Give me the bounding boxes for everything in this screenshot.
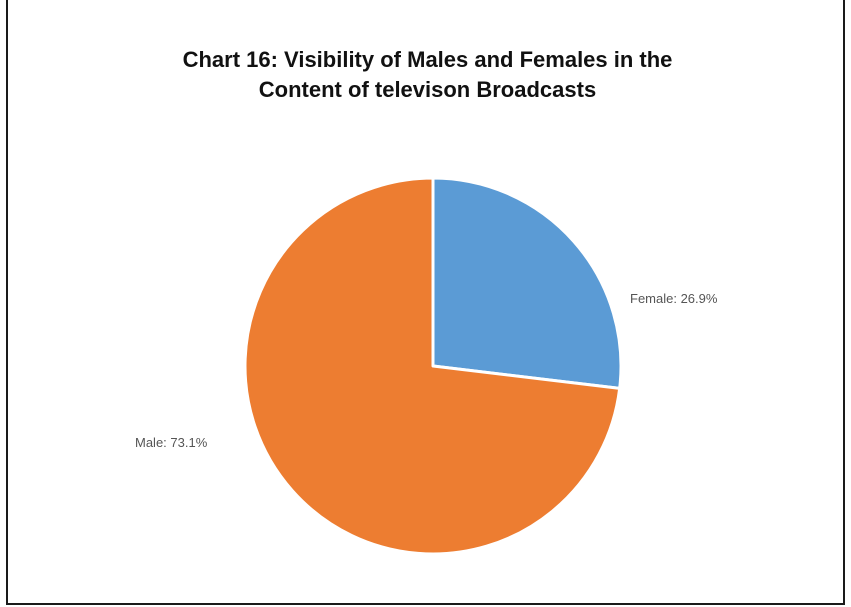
chart-title: Chart 16: Visibility of Males and Female… (8, 45, 847, 105)
slice-label-female: Female: 26.9% (630, 291, 718, 306)
pie-slice-female (431, 176, 623, 390)
pie-slice-male (243, 176, 622, 556)
pie-slices (243, 176, 623, 556)
chart-title-line-1: Chart 16: Visibility of Males and Female… (182, 47, 673, 72)
chart-title-line-2: Content of televison Broadcasts (258, 77, 597, 102)
slice-label-male: Male: 73.1% (135, 435, 208, 450)
